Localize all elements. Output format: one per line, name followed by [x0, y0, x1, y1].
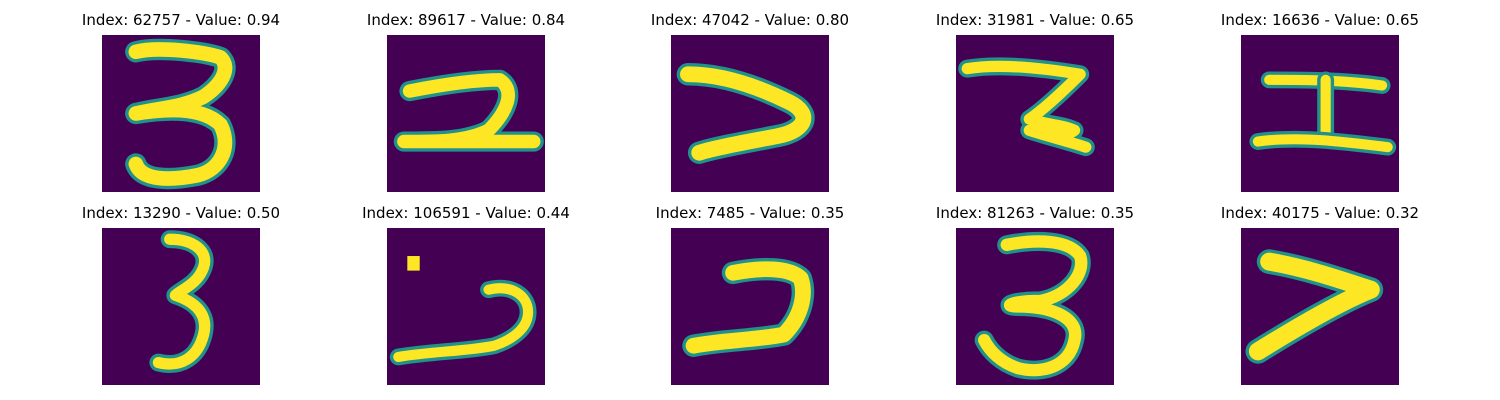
stroke-core: [1248, 252, 1380, 361]
i-beam-icon: [1249, 71, 1397, 156]
panel-title: Index: 13290 - Value: 0.50: [81, 204, 281, 222]
digit-image: [956, 228, 1114, 385]
greater-than-icon: [1245, 249, 1384, 364]
panel-title: Index: 89617 - Value: 0.84: [366, 11, 566, 29]
two-icon: [393, 69, 544, 152]
greater-than-icon: [676, 63, 815, 164]
digit-image: [102, 35, 260, 192]
digit-image: [1241, 35, 1399, 192]
stroke-core: [397, 73, 541, 149]
three-icon: [149, 230, 214, 373]
dot-mark: [407, 256, 420, 271]
digit-image: [387, 228, 545, 385]
panel-title: Index: 62757 - Value: 0.94: [81, 11, 281, 29]
stroke-core: [1252, 134, 1393, 153]
digit-image: [956, 35, 1114, 192]
digit-image: [1241, 228, 1399, 385]
stroke-core: [152, 233, 211, 370]
panel-title: Index: 7485 - Value: 0.35: [655, 204, 845, 222]
digit-image: [387, 35, 545, 192]
panel-title: Index: 106591 - Value: 0.44: [362, 204, 570, 222]
panel-title: Index: 47042 - Value: 0.80: [650, 11, 850, 29]
dotted-two-icon: [389, 256, 537, 366]
digit-image: [102, 228, 260, 385]
digit-image: [671, 35, 829, 192]
panel-title: Index: 31981 - Value: 0.65: [935, 11, 1135, 29]
three-icon: [125, 38, 236, 190]
stroke-core: [680, 66, 812, 161]
three-icon: [974, 231, 1091, 380]
stroke-core: [128, 42, 233, 186]
stroke-core: [978, 235, 1088, 377]
panel-title: Index: 16636 - Value: 0.65: [1220, 11, 1420, 29]
reverse-c-icon: [682, 257, 815, 357]
stroke-core: [961, 60, 1092, 153]
stroke-core: [393, 283, 534, 363]
panel-title: Index: 40175 - Value: 0.32: [1220, 204, 1420, 222]
stroke-core: [685, 261, 811, 354]
panel-title: Index: 81263 - Value: 0.35: [935, 204, 1135, 222]
digit-image: [671, 228, 829, 385]
z-icon: [958, 57, 1095, 157]
